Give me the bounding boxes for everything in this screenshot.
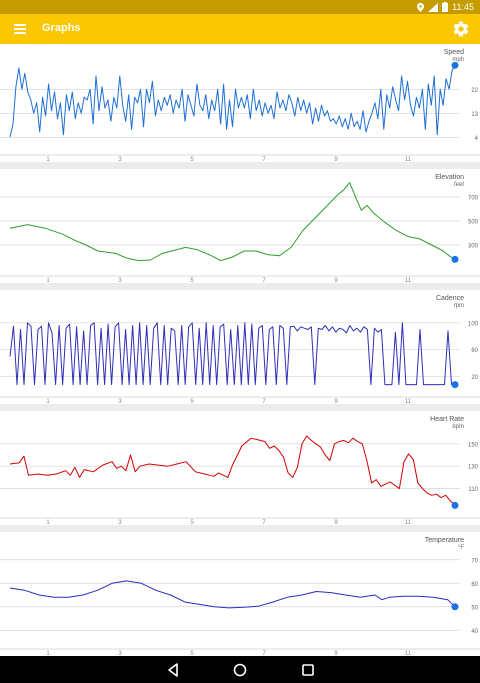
speed-x-tick-label: 7 [262,157,266,162]
menu-icon[interactable] [12,21,28,37]
speed-y-tick-label: 13 [471,112,478,118]
heart-rate-x-tick-label: 1 [46,520,50,525]
speed-x-tick-label: 5 [190,157,194,162]
page-title: Graphs [42,22,81,34]
speed-x-tick-label: 11 [405,157,412,162]
cadence-x-tick-label: 5 [190,399,194,404]
back-icon[interactable] [165,662,181,678]
navigation-bar [0,656,480,683]
temperature-position-marker[interactable] [451,603,459,611]
elevation-position-marker[interactable] [451,255,459,263]
heart-rate-unit: bpm [452,424,464,430]
temperature-x-tick-label: 7 [262,651,266,656]
speed-position-marker[interactable] [451,61,459,69]
heart-rate-graph-panel: Heart Rate bpm 110 130 150 1 3 5 7 9 11 [0,411,480,526]
elevation-y-tick-label: 300 [468,244,479,250]
heart-rate-series-line [9,435,456,506]
cadence-graph-panel: Cadence rpm 20 60 100 1 3 5 7 9 11 [0,290,480,405]
speed-x-tick-label: 3 [118,157,122,162]
elevation-graph-panel: Elevation feet 300 500 700 1 3 5 7 9 11 [0,169,480,284]
speed-unit: mph [452,57,464,63]
temperature-x-tick-label: 1 [46,651,50,656]
temperature-y-tick-label: 50 [471,605,478,611]
temperature-y-tick-label: 70 [471,558,478,564]
recents-icon[interactable] [300,662,316,678]
heart-rate-position-marker[interactable] [451,501,459,509]
temperature-x-tick-label: 5 [190,651,194,656]
elevation-x-tick-label: 1 [46,278,50,283]
speed-graph-panel: Speed mph 4 13 22 1 3 5 7 9 11 [0,44,480,163]
cadence-y-tick-label: 20 [471,375,478,381]
heart-rate-x-tick-label: 9 [334,520,338,525]
app-bar: Graphs [0,14,480,44]
elevation-x-tick-label: 3 [118,278,122,283]
status-bar: 11:45 [0,0,480,14]
elevation-y-tick-label: 500 [468,220,479,226]
heart-rate-x-tick-label: 3 [118,520,122,525]
temperature-x-tick-label: 9 [334,651,338,656]
speed-y-tick-label: 22 [471,88,478,94]
speed-title: Speed [444,49,464,56]
cadence-title: Cadence [436,295,464,302]
heart-rate-x-tick-label: 5 [190,520,194,525]
temperature-series-line [9,580,456,609]
cadence-y-tick-label: 100 [468,321,479,327]
temperature-unit: °F [458,545,464,551]
status-time: 11:45 [452,2,474,12]
elevation-title: Elevation [435,174,464,181]
elevation-x-tick-label: 9 [334,278,338,283]
cadence-series-line [9,322,455,386]
elevation-series-line [9,182,456,262]
heart-rate-y-tick-label: 150 [468,442,479,448]
speed-x-tick-label: 1 [46,157,50,162]
cadence-x-tick-label: 11 [405,399,412,404]
speed-series-line [9,65,456,138]
temperature-graph-panel: Temperature °F 40 50 60 70 1 3 5 7 9 11 [0,532,480,657]
cadence-unit: rpm [454,303,464,309]
wifi-icon [428,2,439,12]
gear-icon[interactable] [452,20,470,38]
cadence-x-tick-label: 7 [262,399,266,404]
temperature-y-tick-label: 40 [471,629,478,635]
cadence-x-tick-label: 3 [118,399,122,404]
elevation-unit: feet [454,182,464,188]
elevation-x-tick-label: 11 [405,278,412,283]
speed-y-tick-label: 4 [475,136,479,142]
temperature-chart[interactable]: Temperature°F 40 50 60 70 1 3 5 7 9 11 [0,532,480,657]
heart-rate-y-tick-label: 110 [468,487,478,493]
cadence-y-tick-label: 60 [471,348,478,354]
heart-rate-title: Heart Rate [430,416,464,423]
heart-rate-x-tick-label: 7 [262,520,266,525]
elevation-y-tick-label: 700 [468,196,479,202]
speed-x-tick-label: 9 [334,157,338,162]
cadence-x-tick-label: 9 [334,399,338,404]
battery-icon [442,2,449,12]
location-icon [417,2,425,12]
temperature-x-tick-label: 3 [118,651,122,656]
temperature-x-tick-label: 11 [405,651,412,656]
elevation-x-tick-label: 5 [190,278,194,283]
cadence-x-tick-label: 1 [46,399,50,404]
temperature-title: Temperature [425,537,464,544]
heart-rate-y-tick-label: 130 [468,465,479,471]
elevation-x-tick-label: 7 [262,278,266,283]
status-icons: 11:45 [417,2,474,12]
temperature-y-tick-label: 60 [471,582,478,588]
heart-rate-x-tick-label: 11 [405,520,412,525]
home-icon[interactable] [232,662,248,678]
cadence-position-marker[interactable] [451,381,459,389]
